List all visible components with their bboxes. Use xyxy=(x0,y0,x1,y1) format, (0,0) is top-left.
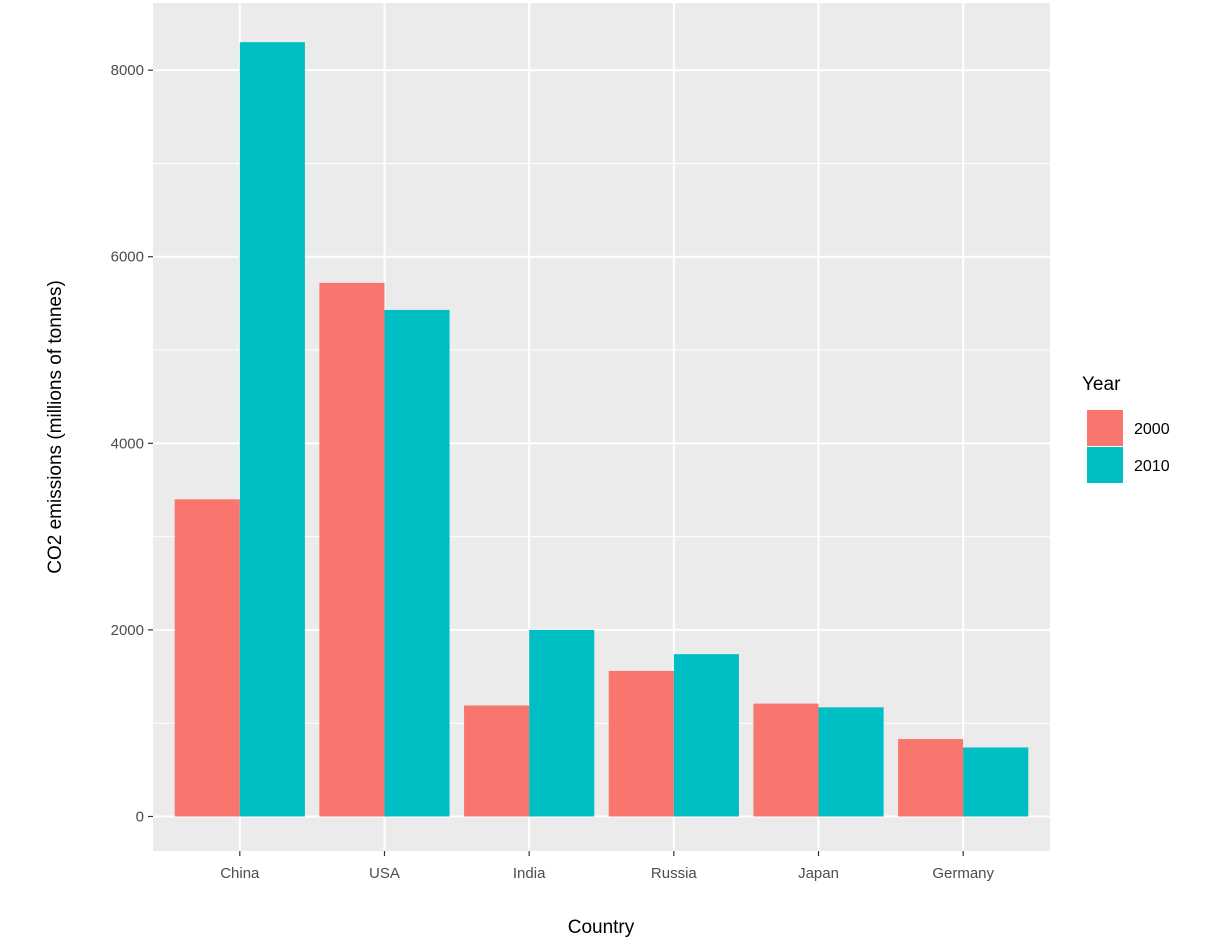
y-tick-label: 8000 xyxy=(111,62,144,79)
y-tick-label: 6000 xyxy=(111,249,144,266)
x-tick-label: Japan xyxy=(798,865,839,882)
y-axis-title: CO2 emissions (millions of tonnes) xyxy=(45,280,66,574)
bar-japan-2000 xyxy=(753,703,819,817)
y-tick-label: 2000 xyxy=(111,622,144,639)
legend-label-2010: 2010 xyxy=(1134,458,1170,475)
bars xyxy=(174,42,1029,817)
bar-russia-2000 xyxy=(608,670,674,817)
bar-usa-2000 xyxy=(319,282,385,817)
bar-germany-2010 xyxy=(963,747,1029,817)
bar-germany-2000 xyxy=(898,739,964,817)
legend-key-2010 xyxy=(1087,447,1123,483)
bar-usa-2010 xyxy=(384,309,450,817)
bar-china-2010 xyxy=(239,42,305,817)
y-tick-label: 0 xyxy=(136,808,144,825)
bar-japan-2010 xyxy=(818,707,884,817)
legend-label-2000: 2000 xyxy=(1134,421,1170,438)
x-axis: China USA India Russia Japan Germany xyxy=(220,851,995,882)
x-tick-label: Russia xyxy=(651,865,698,882)
x-tick-label: Germany xyxy=(932,865,994,882)
y-tick-label: 4000 xyxy=(111,435,144,452)
legend: Year 2000 2010 xyxy=(1082,374,1170,483)
bar-russia-2010 xyxy=(673,654,739,817)
x-tick-label: USA xyxy=(369,865,400,882)
y-axis: 0 2000 4000 6000 8000 xyxy=(111,62,153,825)
x-tick-label: India xyxy=(513,865,546,882)
bar-india-2000 xyxy=(464,705,530,817)
legend-key-2000 xyxy=(1087,410,1123,446)
legend-title: Year xyxy=(1082,374,1121,395)
x-tick-label: China xyxy=(220,865,260,882)
x-axis-title: Country xyxy=(568,917,635,938)
bar-india-2010 xyxy=(529,629,595,817)
bar-china-2000 xyxy=(174,499,240,817)
